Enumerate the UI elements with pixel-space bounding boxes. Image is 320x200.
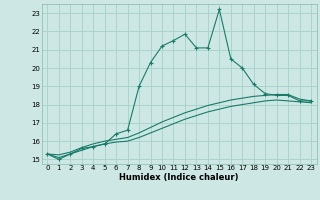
X-axis label: Humidex (Indice chaleur): Humidex (Indice chaleur)	[119, 173, 239, 182]
